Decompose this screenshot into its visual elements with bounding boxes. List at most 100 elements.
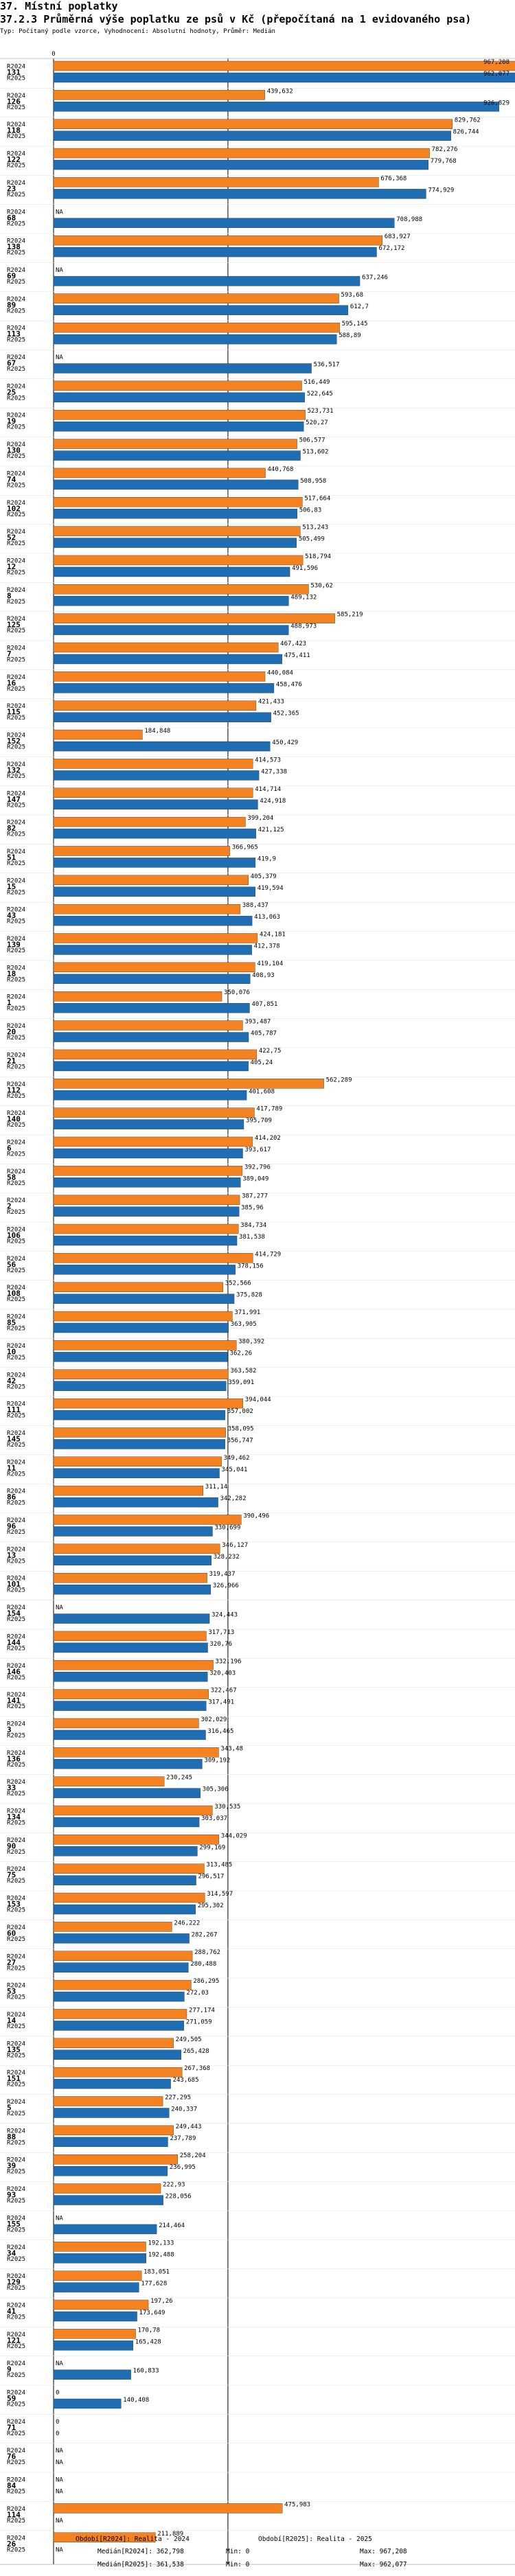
bar-r2024 — [53, 613, 335, 623]
bar-r2025 — [53, 1032, 249, 1042]
value-label: 258,204 — [180, 2152, 206, 2159]
value-label: 371,991 — [234, 1309, 260, 1316]
series-label: R2024 — [7, 413, 25, 419]
value-label: 826,744 — [453, 129, 479, 136]
bar-r2024 — [53, 439, 297, 449]
value-label: NA — [56, 354, 63, 361]
bar-r2025 — [53, 538, 297, 548]
series-label: R2024 — [7, 2535, 25, 2542]
category-label: 34 — [7, 2249, 16, 2257]
bar-r2024 — [53, 962, 255, 973]
value-label: 489,132 — [290, 594, 317, 601]
bar-r2025 — [53, 334, 337, 345]
value-label: 0 — [56, 2419, 59, 2426]
series-label: R2025 — [7, 2052, 25, 2059]
bar-r2025 — [53, 159, 429, 170]
bar-r2025 — [53, 654, 282, 665]
bar-r2025 — [53, 974, 251, 985]
bar-r2025 — [53, 1206, 240, 1217]
value-label: 962,077 — [483, 71, 510, 78]
value-label: 344,029 — [221, 1832, 247, 1839]
category-label: 138 — [7, 242, 21, 251]
value-label: 236,995 — [170, 2164, 196, 2171]
series-label: R2024 — [7, 2128, 25, 2135]
category-label: 51 — [7, 853, 16, 862]
value-label: 523,731 — [308, 408, 334, 415]
value-label: 326,966 — [213, 1583, 239, 1589]
series-label: R2024 — [7, 2099, 25, 2106]
series-label: R2024 — [7, 441, 25, 448]
value-label: 192,488 — [148, 2251, 174, 2258]
series-label: R2024 — [7, 2244, 25, 2251]
series-label: R2024 — [7, 1633, 25, 1640]
bar-r2024 — [53, 1979, 192, 1990]
series-label: R2025 — [7, 1006, 25, 1013]
category-label: 60 — [7, 1929, 16, 1937]
value-label: 317,713 — [208, 1629, 234, 1636]
bar-r2024 — [53, 584, 309, 595]
bar-r2025 — [53, 1991, 185, 2002]
value-label: 366,965 — [232, 844, 258, 851]
bar-r2025 — [53, 828, 256, 839]
value-label: 316,465 — [208, 1728, 234, 1735]
value-label: 392,796 — [244, 1164, 271, 1171]
series-label: R2025 — [7, 220, 25, 227]
series-label: R2024 — [7, 1837, 25, 1844]
series-label: R2024 — [7, 1663, 25, 1670]
value-label: 506,577 — [299, 437, 325, 444]
bar-r2025 — [53, 276, 360, 286]
series-label: R2024 — [7, 1983, 25, 1990]
series-label: R2024 — [7, 1227, 25, 1234]
series-label: R2025 — [7, 715, 25, 722]
bar-r2024 — [53, 2270, 142, 2281]
value-label: 427,338 — [261, 768, 287, 775]
series-label: R2025 — [7, 2459, 25, 2466]
series-label: R2025 — [7, 1878, 25, 1885]
bar-r2024 — [53, 235, 382, 246]
series-label: R2025 — [7, 2082, 25, 2089]
series-label: R2024 — [7, 1139, 25, 1146]
category-label: 82 — [7, 824, 16, 833]
bar-r2025 — [53, 2311, 137, 2322]
category-label: 23 — [7, 184, 16, 193]
chart-note: Typ: Počítaný podle vzorce, Vyhodnocení:… — [0, 28, 275, 35]
series-label: R2025 — [7, 1326, 25, 1333]
category-label: 114 — [7, 2510, 21, 2519]
category-label: 136 — [7, 1754, 21, 1763]
series-label: R2025 — [7, 1267, 25, 1274]
bar-r2024 — [53, 555, 304, 566]
category-label: 76 — [7, 2452, 16, 2461]
value-label: 926,829 — [483, 100, 510, 106]
series-label: R2025 — [7, 1383, 25, 1390]
series-label: R2024 — [7, 238, 25, 245]
category-label: 122 — [7, 155, 21, 164]
bar-r2025 — [53, 363, 312, 373]
category-label: 112 — [7, 1085, 21, 1094]
bar-r2025 — [53, 1817, 200, 1828]
category-label: 25 — [7, 388, 16, 397]
value-label: 0 — [56, 2390, 59, 2397]
category-label: 56 — [7, 1260, 16, 1269]
bar-r2025 — [53, 741, 271, 752]
series-label: R2024 — [7, 354, 25, 361]
value-label: 342,282 — [220, 1495, 247, 1502]
category-label: 19 — [7, 417, 16, 426]
value-label: 240,337 — [171, 2106, 197, 2113]
series-label: R2025 — [7, 133, 25, 140]
bar-r2025 — [53, 2282, 139, 2292]
series-label: R2025 — [7, 192, 25, 198]
bar-r2024 — [53, 904, 241, 915]
bar-r2025 — [53, 858, 256, 868]
category-label: 59 — [7, 2394, 16, 2403]
series-label: R2024 — [7, 1401, 25, 1408]
value-label: 782,276 — [432, 146, 458, 153]
bar-r2025 — [53, 1002, 250, 1013]
series-label: R2024 — [7, 151, 25, 158]
series-label: R2025 — [7, 2372, 25, 2379]
category-label: 96 — [7, 1522, 16, 1531]
value-label: 505,499 — [299, 536, 325, 543]
series-label: R2025 — [7, 2285, 25, 2292]
footer-period-2024: Období[R2024]: Realita - 2024 — [76, 2535, 190, 2543]
category-label: 42 — [7, 1377, 16, 1385]
value-label: 249,505 — [176, 2036, 202, 2043]
